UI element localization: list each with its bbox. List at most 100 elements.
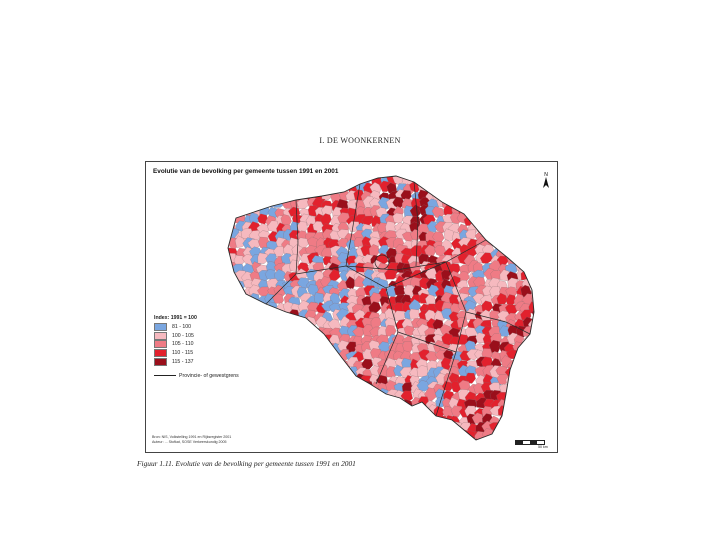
municipality-cell <box>391 436 404 440</box>
municipality-cell <box>273 366 286 378</box>
municipality-cells <box>228 176 534 440</box>
municipality-cell <box>331 366 344 378</box>
municipality-cell <box>336 397 349 411</box>
municipality-cell <box>520 375 533 388</box>
municipality-cell <box>291 348 304 361</box>
municipality-cell <box>529 367 534 380</box>
municipality-cell <box>408 414 420 426</box>
municipality-cell <box>498 180 510 194</box>
municipality-cell <box>249 357 263 370</box>
municipality-cell <box>345 176 357 184</box>
municipality-cell <box>305 415 320 429</box>
municipality-cell <box>465 190 476 202</box>
municipality-cell <box>259 341 272 353</box>
municipality-cell <box>408 176 421 178</box>
municipality-cell <box>467 198 478 210</box>
source-line: Auteur: ... Stofkat, SOSE Verkeerskundig… <box>152 439 227 444</box>
municipality-cell <box>532 420 534 434</box>
municipality-cell <box>228 221 231 234</box>
municipality-cell <box>275 439 288 440</box>
municipality-cell <box>273 327 286 341</box>
municipality-cell <box>530 351 534 364</box>
municipality-cell <box>531 214 534 226</box>
municipality-cell <box>516 180 527 194</box>
municipality-cell <box>356 176 367 179</box>
municipality-cell <box>305 176 318 186</box>
municipality-cell <box>228 396 229 410</box>
municipality-cell <box>514 229 528 241</box>
municipality-cell <box>228 278 230 290</box>
municipality-cell <box>483 176 495 186</box>
municipality-cell <box>450 190 464 202</box>
municipality-cell <box>495 221 508 233</box>
country-border <box>227 175 535 441</box>
municipality-cell <box>386 406 400 418</box>
municipality-cell <box>257 333 270 345</box>
municipality-cell <box>312 405 325 417</box>
municipality-cell <box>299 439 310 440</box>
legend-label: 110 - 115 <box>172 350 194 357</box>
municipality-cell <box>248 413 261 426</box>
municipality-cell <box>425 430 438 440</box>
municipality-cell <box>521 351 534 363</box>
municipality-cell <box>432 422 444 434</box>
municipality-cell <box>234 176 247 185</box>
municipality-cell <box>228 213 236 224</box>
municipality-cell <box>266 341 278 353</box>
municipality-cell <box>504 405 517 419</box>
municipality-cell <box>233 191 245 205</box>
municipality-cell <box>514 414 527 428</box>
municipality-cell <box>450 427 463 440</box>
municipality-cell <box>499 176 512 180</box>
municipality-cell <box>468 176 480 177</box>
municipality-cell <box>409 404 423 417</box>
municipality-cell <box>529 222 534 235</box>
municipality-cell <box>524 189 534 201</box>
municipality-cell <box>241 342 254 355</box>
municipality-cell <box>506 397 518 409</box>
municipality-cell <box>287 371 300 385</box>
municipality-cell <box>265 176 276 187</box>
municipality-cell <box>243 431 256 440</box>
municipality-cell <box>250 439 263 440</box>
municipality-cell <box>330 420 341 433</box>
municipality-cell <box>370 420 382 432</box>
municipality-cell <box>516 387 527 400</box>
municipality-cell <box>459 437 471 440</box>
municipality-cell <box>330 396 344 408</box>
municipality-cell <box>228 207 239 219</box>
municipality-cell <box>515 424 527 435</box>
municipality-cell <box>228 420 229 433</box>
municipality-cell <box>377 398 390 411</box>
municipality-cell <box>241 335 255 347</box>
municipality-cell <box>490 437 502 440</box>
municipality-cell <box>228 176 241 186</box>
municipality-cell <box>482 205 494 219</box>
municipality-cell <box>523 259 534 271</box>
municipality-cell <box>298 184 310 194</box>
municipality-cell <box>265 438 278 440</box>
municipality-cell <box>336 415 348 426</box>
municipality-cell <box>492 223 504 235</box>
municipality-cell <box>497 421 509 433</box>
municipality-cell <box>475 176 488 177</box>
municipality-cell <box>266 181 279 194</box>
municipality-cell <box>258 412 272 425</box>
municipality-cell <box>384 437 398 440</box>
municipality-cell <box>248 350 262 363</box>
municipality-cell <box>407 422 420 436</box>
municipality-cell <box>228 416 231 427</box>
municipality-cell <box>473 207 486 220</box>
map-title: Evolutie van de bevolking per gemeente t… <box>153 168 339 175</box>
municipality-cell <box>504 182 516 195</box>
municipality-cell <box>250 199 262 212</box>
municipality-cell <box>402 430 415 440</box>
municipality-cell <box>507 238 520 251</box>
municipality-cell <box>228 229 231 242</box>
municipality-cell <box>242 181 254 193</box>
municipality-cell <box>521 238 533 250</box>
municipality-cell <box>298 334 311 347</box>
municipality-cell <box>506 190 520 200</box>
municipality-cell <box>251 367 265 381</box>
municipality-cell <box>248 323 260 337</box>
